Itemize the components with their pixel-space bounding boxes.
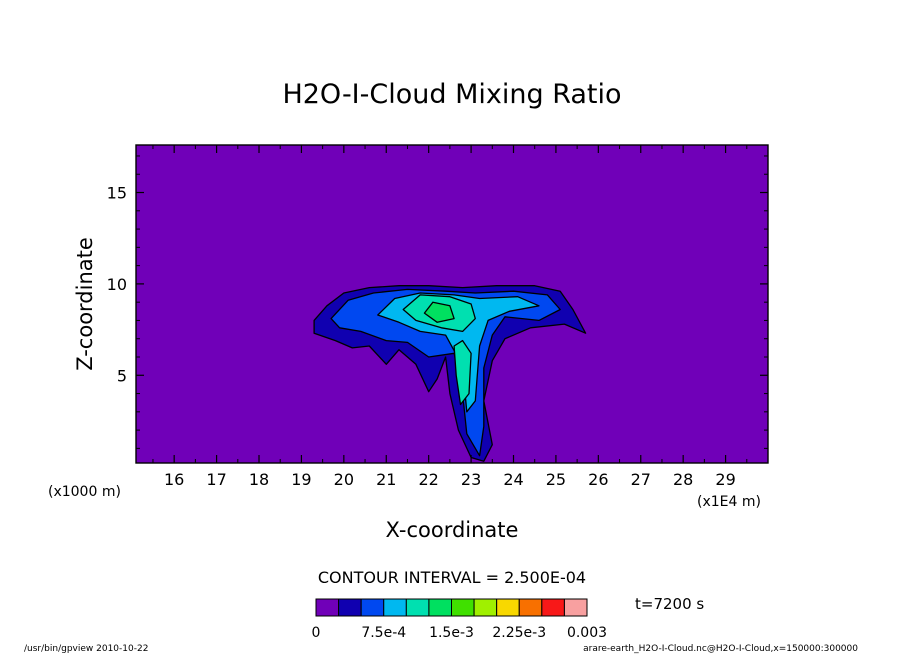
- colorbar-swatch: [563, 598, 588, 617]
- plot-area: [135, 144, 769, 464]
- colorbar-swatch: [315, 598, 340, 617]
- colorbar-swatch: [428, 598, 452, 617]
- contour-anvil-level2: [330, 288, 561, 457]
- y-axis-label: Z-coordinate: [73, 237, 97, 371]
- x-tick-label: 28: [673, 470, 693, 489]
- x-tick-label: 24: [503, 470, 523, 489]
- y-tick-label: 5: [117, 366, 127, 385]
- contour-stem-level4: [453, 339, 472, 406]
- axis-ticks: [136, 145, 768, 463]
- colorbar-swatch: [360, 598, 385, 617]
- plot-frame: [135, 144, 769, 464]
- x-tick-label: 16: [164, 470, 184, 489]
- colorbar-labels: 0 7.5e-4 1.5e-3 2.25e-3 0.003: [312, 625, 608, 641]
- y-tick-label: 10: [107, 275, 127, 294]
- y-tick-labels: 5 10 15: [107, 184, 127, 386]
- x-tick-labels: 16 17 18 19 20 21 22 23 24 25 26 27 28 29: [164, 470, 736, 489]
- time-label: t=7200 s: [635, 595, 704, 613]
- colorbar-swatch: [496, 598, 520, 617]
- cloud-contours: [313, 285, 587, 462]
- colorbar-swatch: [383, 598, 407, 617]
- x-axis-label: X-coordinate: [386, 518, 519, 542]
- footer-right: arare-earth_H2O-I-Cloud.nc@H2O-I-Cloud,x…: [583, 644, 858, 654]
- colorbar-label: 0: [312, 625, 321, 641]
- colorbar-swatch: [451, 598, 475, 617]
- footer-left: /usr/bin/gpview 2010-10-22: [24, 644, 148, 654]
- x-tick-label: 20: [334, 470, 354, 489]
- colorbar-label: 0.003: [567, 625, 607, 641]
- x-tick-label: 19: [291, 470, 311, 489]
- colorbar-swatch: [473, 598, 498, 617]
- colorbar-swatch: [518, 598, 543, 617]
- x-tick-label: 21: [376, 470, 396, 489]
- x-tick-label: 22: [418, 470, 438, 489]
- colorbar-label: 2.25e-3: [492, 625, 546, 641]
- colorbar-label: 1.5e-3: [429, 625, 474, 641]
- contour-core-level5: [423, 301, 455, 323]
- colorbar: [315, 598, 588, 617]
- chart-title: H2O-I-Cloud Mixing Ratio: [282, 79, 621, 110]
- x-tick-label: 27: [631, 470, 651, 489]
- colorbar-label: 7.5e-4: [361, 625, 406, 641]
- x-tick-label: 29: [715, 470, 735, 489]
- x-tick-label: 17: [206, 470, 226, 489]
- x-unit-left: (x1000 m): [48, 484, 121, 500]
- x-tick-label: 25: [546, 470, 566, 489]
- x-tick-label: 18: [249, 470, 269, 489]
- colorbar-swatch: [405, 598, 430, 617]
- colorbar-swatch: [338, 598, 362, 617]
- y-tick-label: 15: [107, 184, 127, 203]
- x-tick-label: 23: [461, 470, 481, 489]
- colorbar-swatch: [541, 598, 565, 617]
- contour-interval-text: CONTOUR INTERVAL = 2.500E-04: [318, 568, 586, 587]
- x-tick-label: 26: [588, 470, 608, 489]
- x-unit-right: (x1E4 m): [697, 494, 761, 510]
